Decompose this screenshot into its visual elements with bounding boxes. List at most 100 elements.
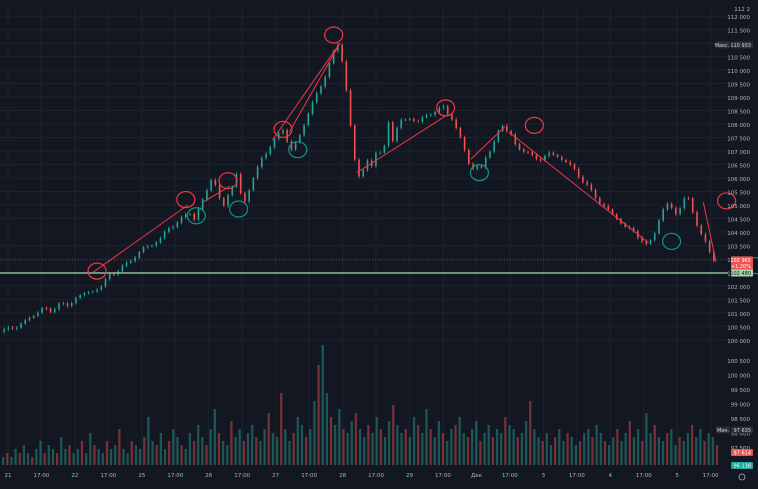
candle-body [539,158,542,161]
trend-line [508,131,649,244]
candle-body [607,205,610,210]
volume-bar [508,425,511,465]
volume-bar [2,457,5,465]
volume-bar [620,441,623,465]
candle-body [713,251,715,261]
volume-bar [284,429,287,465]
volume-bar [126,453,129,465]
volume-bar [695,437,698,465]
volume-bar [304,437,308,465]
candle-body [87,292,90,294]
candle-body [615,214,618,219]
candle-body [113,273,115,275]
volume-bar [288,441,291,465]
volume-bar [188,433,192,465]
volume-bar [109,449,113,465]
candle-body [708,241,711,252]
min-badge-value-text: 97 635 [734,428,752,434]
candle-body [256,166,259,178]
volume-bar [217,433,221,465]
volume-bar [578,441,582,465]
candle-body [218,184,221,199]
volume-bar [466,437,470,465]
volume-bar [417,425,420,465]
candle-body [299,135,301,143]
volume-bar [234,437,237,465]
volume-bar [545,433,548,465]
volume-bar [321,345,324,465]
candle-body [586,182,588,185]
volume-bar [570,437,573,465]
volume-bar [707,433,710,465]
volume-bar [504,417,507,465]
volume-bar [607,445,611,465]
time-axis[interactable]: 21 17:00 22 17:00 25 17:00 26 17:00 27 17:00 28 17:… [5,473,746,481]
settings-icon[interactable] [738,473,746,481]
volume-bar [495,429,499,465]
peak-circle [524,116,544,134]
x-tick-label: 25 [138,473,145,479]
volume-bar [267,413,270,465]
volume-bar [678,437,681,465]
volume-bar [682,441,685,465]
candle-body [180,217,183,223]
candle-body [349,90,352,126]
candle-body [468,149,470,164]
candle-body [83,293,86,296]
volume-bar [143,437,146,465]
volume-bar [500,433,503,465]
volume-bar [558,429,561,465]
volume-bar [520,433,524,465]
candle-body [307,113,310,126]
volume-bar [433,437,436,465]
volume-bar [354,413,358,465]
volume-bar [574,445,578,465]
volume-bar [325,393,329,465]
y-tick-label: 105 500 [727,190,750,196]
volume-bars [2,345,719,465]
lower-green-badge [731,462,753,469]
volume-bar [429,429,432,465]
candle-body [172,226,174,229]
volume-bar [379,429,382,465]
candle-body [408,118,411,120]
volume-bar [483,433,486,465]
volume-bar [89,433,92,465]
candle-body [332,50,335,64]
candle-body [49,308,52,312]
volume-bar [138,449,142,465]
volume-bar [599,433,602,465]
y-tick-label: 107 500 [727,137,750,143]
volume-bar [221,441,225,465]
trough-circle [288,141,308,159]
candle-body [341,44,343,62]
volume-bar [350,421,353,465]
peak-circle [324,26,344,44]
y-tick-label: 103 500 [727,244,750,250]
candle-body [666,203,669,210]
candle-body [569,162,572,165]
volume-bar [97,449,100,465]
volume-bar [699,429,702,465]
x-tick-label: 17:00 [301,473,317,479]
drawing-annotations [0,26,758,280]
candle-body [45,308,48,309]
y-tick-label: 111 500 [727,29,750,35]
candle-body [315,93,318,103]
candle-body [463,137,466,150]
y-tick-label: 100 500 [727,325,750,331]
peak-circle [218,172,238,190]
candle-body [383,145,386,153]
y-tick-label: 99 500 [731,388,751,394]
candle-body [273,138,276,148]
x-tick-label: 17:00 [569,473,585,479]
volume-bar [64,449,67,465]
candle-body [96,289,98,292]
volume-bar [661,441,665,465]
candle-body [459,127,462,138]
x-tick-label: 17:00 [435,473,451,479]
lower-red-badge-text: 97 614 [734,451,752,457]
volume-bar [470,429,474,465]
